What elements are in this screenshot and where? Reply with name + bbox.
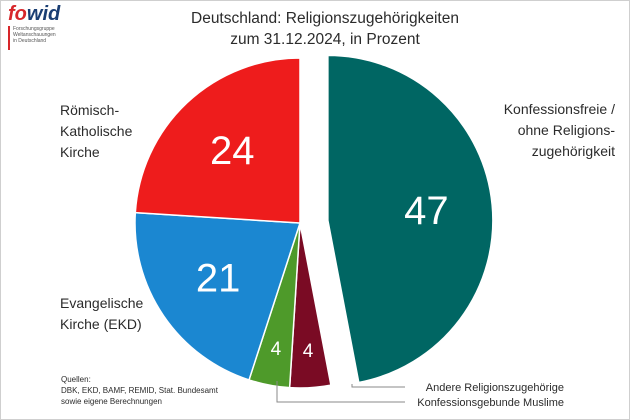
value-label-andere-religionszugehörige: 4 — [303, 341, 314, 362]
label-evangelisch: Evangelische Kirche (EKD) — [60, 295, 144, 332]
logo-wordmark: fowid — [8, 3, 61, 25]
pie-slice-konfessionsfreie-ohne-religionszugehörigkeit — [327, 54, 494, 384]
logo-bar — [8, 26, 10, 50]
label-roemisch-katholisch: Römisch- Katholische Kirche — [60, 102, 133, 160]
logo-subtitle: Forschungsgruppe Weltanschauungen in Deu… — [13, 26, 56, 44]
leader-line-andere — [351, 384, 405, 388]
value-label-römisch-katholische-kirche: 24 — [210, 129, 255, 173]
chart-title: Deutschland: Religionszugehörigkeiten zu… — [191, 10, 459, 48]
pie-slice-römisch-katholische-kirche — [134, 57, 301, 224]
value-label-evangelische-kirche-ekd: 21 — [196, 257, 241, 301]
label-andere-religionszugehoerige: Andere Religionszugehörige — [425, 382, 564, 394]
value-label-konfessionsfreie-ohne-religionszugehörigkeit: 47 — [404, 189, 449, 233]
label-konfessionsfreie: Konfessionsfreie / ohne Religions- zugeh… — [503, 101, 615, 159]
label-konfessionsgebunde-muslime: Konfessionsgebunde Muslime — [417, 397, 564, 409]
leader-line-muslime — [276, 381, 405, 403]
value-label-konfessionsgebunde-muslime: 4 — [271, 339, 282, 360]
fowid-logo: fowid Forschungsgruppe Weltanschauungen … — [8, 4, 98, 56]
source-note: Quellen: DBK, EKD, BAMF, REMID, Stat. Bu… — [61, 375, 218, 406]
pie-slice-evangelische-kirche-ekd — [134, 211, 302, 381]
